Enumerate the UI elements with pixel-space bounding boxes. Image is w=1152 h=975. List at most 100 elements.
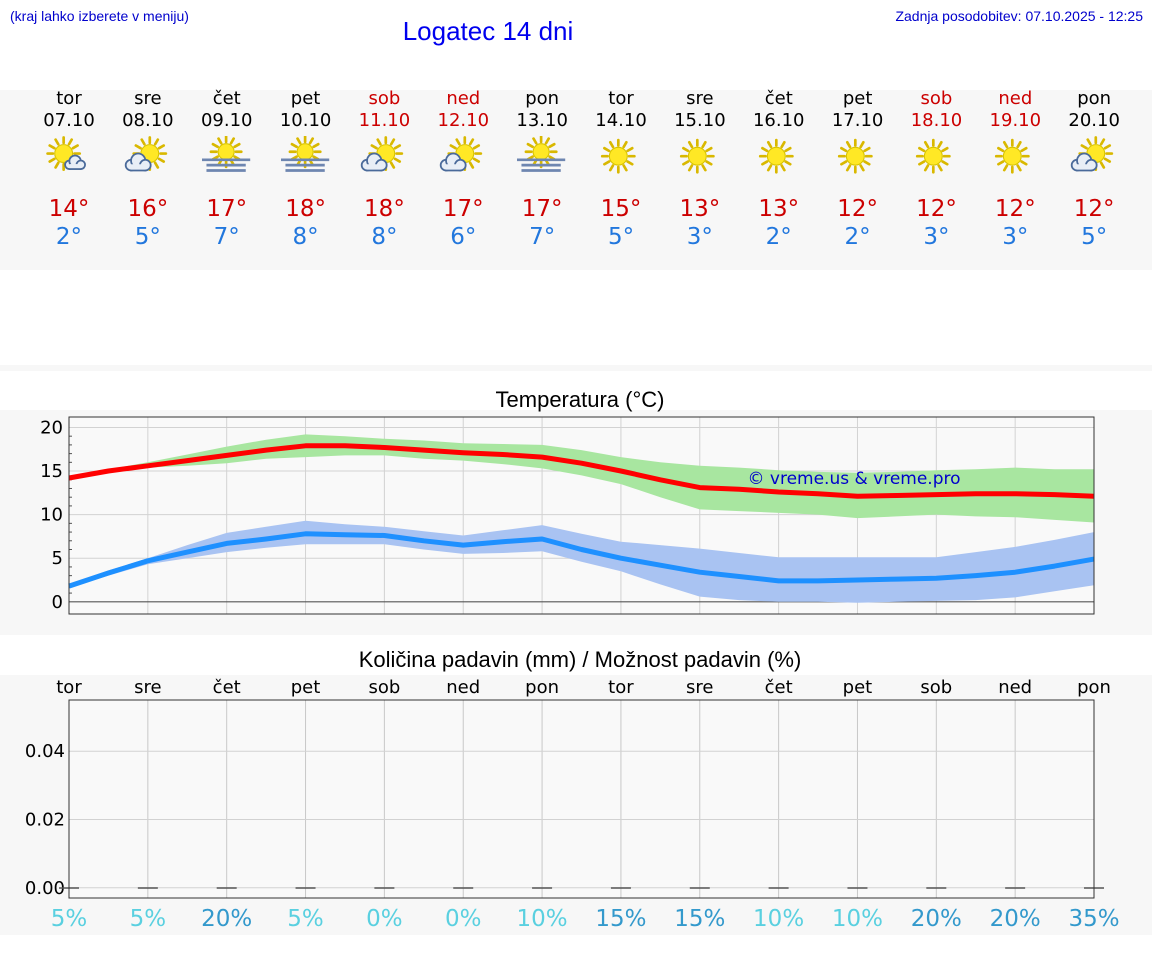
- day-date: 17.10: [831, 110, 884, 131]
- max-temperature: 17°: [442, 196, 484, 222]
- min-temperature: 7°: [213, 224, 240, 250]
- sun-cloud-weather-icon: [124, 136, 168, 172]
- max-temperature: 12°: [916, 196, 957, 222]
- y-tick-label: 0.00: [25, 878, 65, 899]
- max-temperature: 17°: [521, 196, 563, 222]
- precipitation-chance: 20%: [911, 906, 962, 932]
- min-temperature-line: [68, 531, 1095, 589]
- precipitation-bar: [768, 887, 789, 889]
- day-date: 15.10: [674, 110, 726, 131]
- min-temperature: 7°: [529, 224, 556, 250]
- precipitation-bar: [216, 887, 237, 889]
- precipitation-chance: 0%: [445, 906, 482, 932]
- day-column: tor 07.10 14° 2°: [29, 88, 109, 268]
- y-tick-label: 0: [52, 592, 63, 613]
- sun-icon: [288, 136, 322, 169]
- day-label: čet: [213, 677, 241, 698]
- day-name: čet: [764, 88, 793, 109]
- precipitation-chance: 5%: [287, 906, 324, 932]
- day-label: sre: [134, 677, 161, 698]
- fog-icon: [280, 158, 329, 172]
- cloud-icon: [1070, 152, 1098, 172]
- max-temperature-band: [69, 434, 1094, 523]
- day-name: ned: [998, 88, 1033, 109]
- sun-icon: [837, 138, 873, 174]
- day-date: 13.10: [516, 110, 568, 131]
- day-name: tor: [56, 88, 82, 109]
- min-temperature: 8°: [371, 224, 398, 250]
- precipitation-bar: [137, 887, 158, 889]
- sun-cloud-weather-icon: [440, 136, 483, 172]
- max-temperature: 13°: [758, 196, 800, 222]
- day-column: čet 09.10 17° 7°: [187, 88, 267, 268]
- cloud-icon: [64, 154, 86, 170]
- day-column: sre 08.10 16° 5°: [108, 88, 188, 268]
- sun-weather-icon: [600, 138, 636, 174]
- location-hint: (kraj lahko izberete v meniju): [10, 8, 189, 24]
- min-temperature: 2°: [55, 224, 83, 250]
- min-temperature: 2°: [844, 224, 871, 250]
- day-columns: tor 07.10 14° 2° sre 08.10 16° 5° čet 09.10 17° 7° p…: [0, 88, 1152, 268]
- plot-frame: [68, 699, 1095, 899]
- day-label: tor: [56, 677, 82, 698]
- min-temperature: 3°: [923, 224, 950, 250]
- day-date: 16.10: [752, 110, 805, 131]
- sun-icon: [524, 136, 558, 169]
- plot-area: [69, 700, 1094, 898]
- day-name: sre: [134, 88, 162, 109]
- y-tick-label: 0.04: [25, 741, 65, 762]
- sun-fog-weather-icon: [201, 136, 250, 172]
- day-name: pon: [1077, 88, 1112, 109]
- y-tick-label: 20: [40, 417, 63, 438]
- day-label: sob: [368, 677, 400, 698]
- max-temperature-line: [68, 443, 1095, 499]
- sun-cloud-small-weather-icon: [46, 136, 86, 171]
- sun-icon: [995, 138, 1031, 174]
- day-date: 08.10: [122, 110, 174, 131]
- day-label: čet: [765, 677, 793, 698]
- sun-icon: [916, 138, 952, 174]
- sun-weather-icon: [916, 138, 952, 174]
- plot-frame: [68, 416, 1095, 615]
- day-label: sre: [686, 677, 713, 698]
- precipitation-bar: [926, 887, 947, 889]
- y-tick-label: 10: [40, 505, 63, 526]
- precipitation-chart-title: Količina padavin (mm) / Možnost padavin …: [358, 647, 802, 672]
- max-temperature: 14°: [48, 196, 90, 222]
- day-date: 12.10: [437, 110, 490, 131]
- day-label: sob: [920, 677, 952, 698]
- min-temperature: 6°: [450, 224, 477, 250]
- max-temperature: 18°: [285, 196, 326, 222]
- day-name: sre: [686, 88, 714, 109]
- last-updated: Zadnja posodobitev: 07.10.2025 - 12:25: [895, 8, 1143, 24]
- precipitation-chance: 20%: [990, 906, 1041, 932]
- watermark: © vreme.us & vreme.pro: [747, 469, 960, 489]
- day-name: sob: [920, 88, 953, 109]
- precipitation-bar: [1005, 887, 1026, 889]
- day-date: 10.10: [279, 110, 332, 131]
- precipitation-chance: 15%: [595, 906, 646, 932]
- precipitation-bar: [847, 887, 868, 889]
- sun-weather-icon: [995, 138, 1031, 174]
- day-date: 19.10: [989, 110, 1042, 131]
- max-temperature: 12°: [837, 196, 878, 222]
- sun-icon: [758, 138, 794, 174]
- cloud-icon: [440, 152, 467, 172]
- day-column: sob 18.10 12° 3°: [896, 88, 976, 268]
- day-date: 09.10: [200, 110, 253, 131]
- precipitation-chance: 15%: [674, 906, 725, 932]
- sun-fog-weather-icon: [517, 136, 566, 172]
- day-label: pon: [525, 677, 559, 698]
- day-label: ned: [998, 677, 1032, 698]
- sun-icon: [600, 138, 636, 174]
- day-column: pet 17.10 12° 2°: [818, 88, 898, 268]
- sun-weather-icon: [837, 138, 873, 174]
- precipitation-chance: 0%: [366, 906, 403, 932]
- day-date: 18.10: [910, 110, 963, 131]
- day-column: ned 12.10 17° 6°: [423, 88, 503, 268]
- max-temperature: 12°: [994, 196, 1036, 222]
- cloud-icon: [361, 152, 389, 172]
- day-name: ned: [446, 88, 481, 109]
- sun-weather-icon: [758, 138, 794, 174]
- day-date: 20.10: [1068, 110, 1120, 131]
